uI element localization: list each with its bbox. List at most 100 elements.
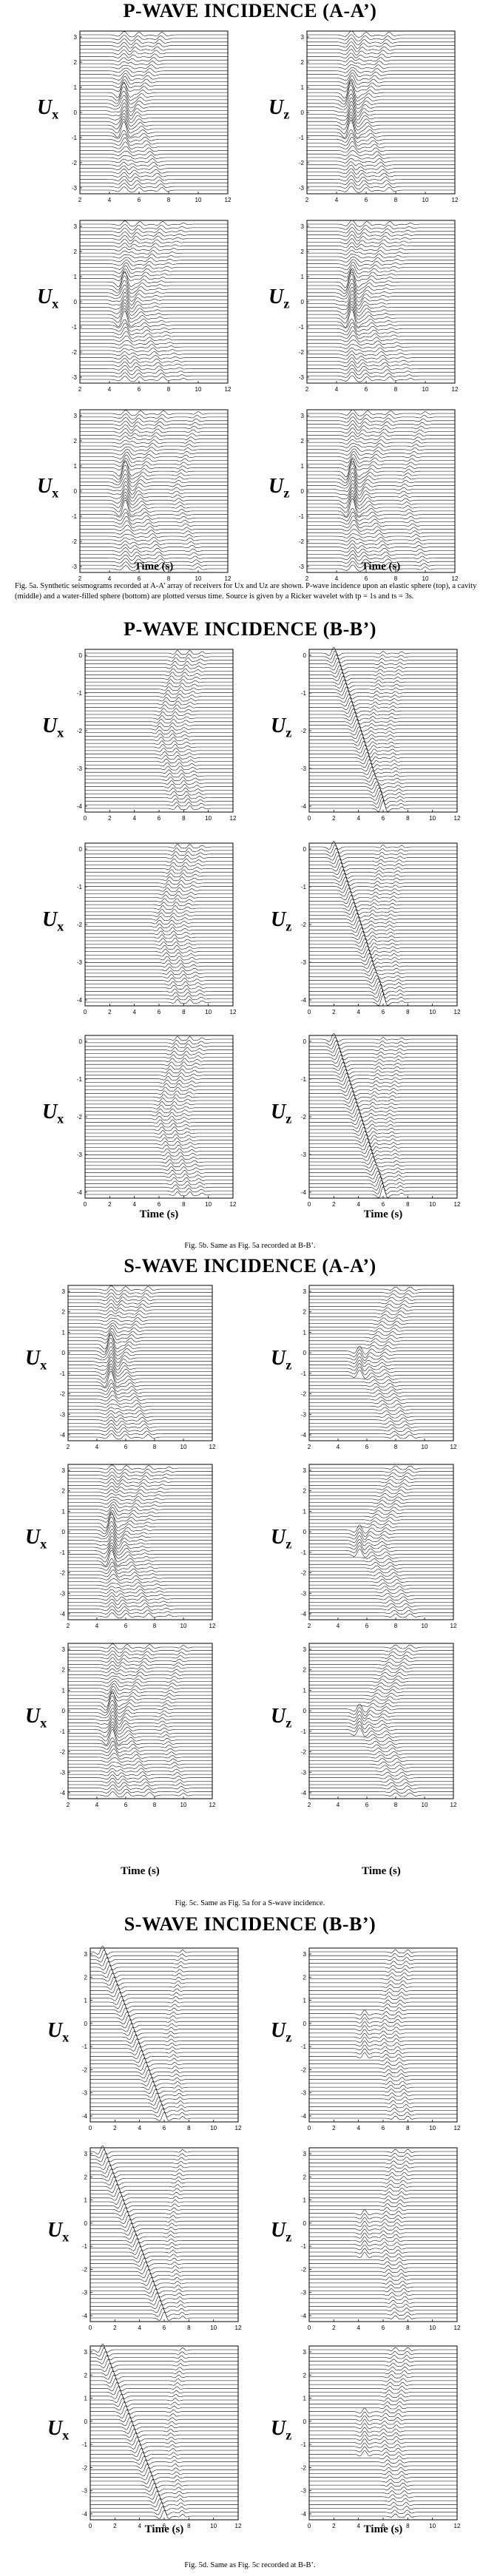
caption-5b: Fig. 5b. Same as Fig. 5a recorded at B-B… xyxy=(184,1242,316,1250)
y-tick-label: 0 xyxy=(74,488,78,495)
x-tick-label: 12 xyxy=(452,197,459,203)
trace xyxy=(307,132,455,143)
trace xyxy=(80,494,228,509)
trace xyxy=(68,1310,212,1315)
trace xyxy=(85,733,233,738)
trace xyxy=(85,794,233,799)
trace xyxy=(68,1740,212,1750)
seismogram-panel-sa-ux-row2: 3 2 1 0 -1 -2 -3 -4 2 4 6 8 10 12 xyxy=(60,1464,216,1630)
trace xyxy=(309,865,457,875)
y-tick-label: -1 xyxy=(301,2243,307,2250)
y-tick-label: 1 xyxy=(62,1329,66,1336)
trace xyxy=(307,424,455,431)
trace xyxy=(309,909,457,919)
y-tick-label: -4 xyxy=(301,2313,307,2319)
trace xyxy=(309,2096,457,2100)
trace xyxy=(309,1689,453,1694)
y-tick-label: 0 xyxy=(303,652,307,659)
component-label-uz: Uz xyxy=(271,1526,291,1552)
y-tick-label: -1 xyxy=(301,1076,307,1083)
trace xyxy=(307,250,455,255)
y-tick-label: 2 xyxy=(74,438,78,444)
y-tick-label: 1 xyxy=(74,274,78,280)
trace xyxy=(309,2393,457,2398)
y-tick-label: -1 xyxy=(301,2441,307,2448)
x-tick-label: 6 xyxy=(124,1802,128,1808)
y-tick-label: -3 xyxy=(60,1590,66,1597)
trace xyxy=(90,2254,238,2263)
trace xyxy=(309,2459,457,2464)
trace-group xyxy=(309,1949,457,2120)
trace xyxy=(90,2089,238,2098)
trace xyxy=(309,2416,457,2421)
trace xyxy=(309,1366,453,1376)
trace-group xyxy=(307,409,455,572)
trace xyxy=(309,2423,457,2430)
trace xyxy=(68,1599,212,1605)
x-tick-label: 2 xyxy=(308,1623,311,1629)
y-tick-label: 0 xyxy=(303,1350,307,1356)
trace xyxy=(68,1535,212,1549)
trace xyxy=(80,224,228,231)
trace xyxy=(309,2183,457,2188)
trace xyxy=(309,2061,457,2066)
trace xyxy=(309,1134,457,1144)
trace xyxy=(309,711,457,721)
trace xyxy=(68,1691,212,1708)
trace xyxy=(90,2285,238,2294)
trace xyxy=(90,2038,238,2048)
trace xyxy=(309,2168,457,2172)
trace xyxy=(309,1675,453,1680)
y-tick-label: -2 xyxy=(301,2464,307,2471)
trace xyxy=(68,1791,212,1798)
trace xyxy=(68,1592,212,1598)
x-tick-label: 12 xyxy=(235,2523,242,2529)
x-tick-label: 6 xyxy=(365,1444,369,1450)
trace xyxy=(309,787,457,797)
trace xyxy=(307,547,455,553)
plot-frame xyxy=(89,2345,239,2521)
trace xyxy=(309,2080,457,2085)
trace xyxy=(309,1964,457,1969)
y-tick-label: 1 xyxy=(74,84,78,91)
trace xyxy=(85,995,233,1001)
y-tick-label: -2 xyxy=(60,1749,66,1756)
trace xyxy=(309,1696,453,1701)
y-tick-label: -2 xyxy=(82,2266,88,2273)
y-tick-label: -3 xyxy=(72,374,78,381)
trace xyxy=(307,303,455,320)
component-label-ux: Ux xyxy=(37,475,58,501)
trace xyxy=(309,715,457,725)
trace xyxy=(90,2180,238,2189)
trace xyxy=(68,1678,212,1684)
trace xyxy=(309,905,457,915)
trace xyxy=(309,1417,453,1421)
trace xyxy=(307,82,455,92)
trace xyxy=(309,2052,457,2058)
trace xyxy=(90,2172,238,2182)
y-tick-label: 2 xyxy=(303,2372,307,2379)
y-tick-label: -3 xyxy=(301,765,307,772)
trace xyxy=(309,1524,453,1529)
trace xyxy=(80,272,228,281)
trace xyxy=(85,1126,233,1132)
trace xyxy=(80,458,228,467)
trace xyxy=(309,2049,457,2055)
x-tick-label: 8 xyxy=(167,197,171,203)
y-tick-label: -3 xyxy=(301,959,307,966)
y-tick-label: 1 xyxy=(74,463,78,470)
trace xyxy=(68,1342,212,1356)
trace xyxy=(80,61,228,66)
trace xyxy=(80,354,228,359)
trace xyxy=(80,460,228,477)
trace xyxy=(68,1370,212,1387)
trace xyxy=(85,672,233,677)
y-tick-label: -3 xyxy=(301,2290,307,2296)
trace xyxy=(309,1984,457,1988)
trace xyxy=(68,1306,212,1312)
trace xyxy=(307,461,455,471)
trace xyxy=(80,469,228,484)
trace xyxy=(309,924,457,933)
